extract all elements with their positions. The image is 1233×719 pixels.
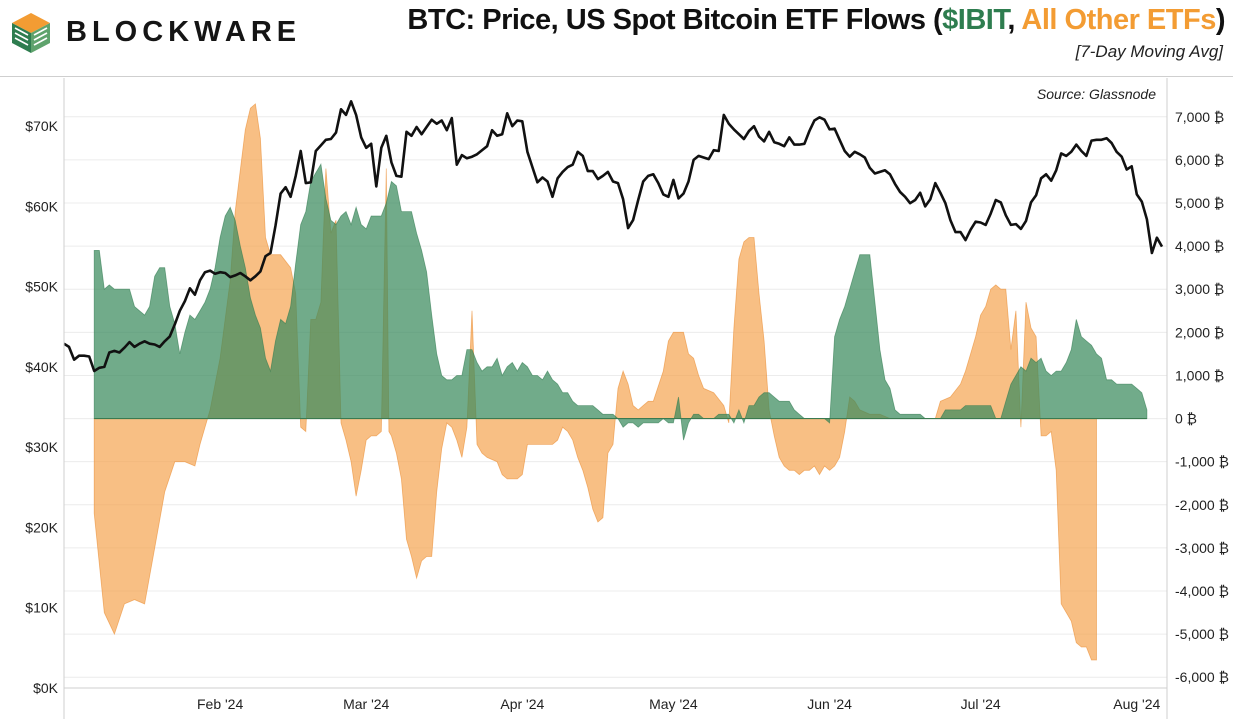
- left-axis-tick-label: $50K: [25, 279, 58, 295]
- right-axis-tick-label: -5,000 ₿: [1175, 626, 1229, 642]
- x-axis-tick-label: Aug '24: [1113, 696, 1160, 712]
- right-axis-tick-label: 6,000 ₿: [1175, 152, 1224, 168]
- x-axis-tick-label: Jun '24: [807, 696, 852, 712]
- left-axis-tick-label: $10K: [25, 600, 58, 616]
- right-axis-tick-label: -3,000 ₿: [1175, 540, 1229, 556]
- chart-title: BTC: Price, US Spot Bitcoin ETF Flows ($…: [407, 4, 1225, 37]
- x-axis-tick-label: Jul '24: [961, 696, 1001, 712]
- right-axis-tick-label: -6,000 ₿: [1175, 669, 1229, 685]
- right-axis-tick-label: -2,000 ₿: [1175, 497, 1229, 513]
- blockware-logo-icon: [12, 13, 50, 53]
- flow-areas: [93, 103, 1148, 661]
- header: BLOCKWARE BTC: Price, US Spot Bitcoin ET…: [0, 0, 1233, 77]
- left-axis-tick-label: $40K: [25, 359, 58, 375]
- title-ibit: $IBIT: [942, 4, 1008, 36]
- right-axis-tick-label: 2,000 ₿: [1175, 324, 1224, 340]
- x-axis-tick-label: Mar '24: [343, 696, 389, 712]
- title-other: All Other ETFs: [1021, 4, 1216, 36]
- right-axis-tick-label: 4,000 ₿: [1175, 238, 1224, 254]
- right-axis-tick-label: 7,000 ₿: [1175, 109, 1224, 125]
- btc-price-line: [63, 100, 1164, 373]
- axes: $0K $10K $20K $30K $40K $50K $60K $70K -6,000 ₿ -…: [25, 78, 1229, 719]
- left-axis-tick-label: $20K: [25, 519, 58, 535]
- x-axis-tick-label: May '24: [649, 696, 698, 712]
- source-note: Source: Glassnode: [1037, 86, 1156, 102]
- x-axis-tick-label: Apr '24: [500, 696, 544, 712]
- right-axis-tick-label: 1,000 ₿: [1175, 367, 1224, 383]
- title-prefix: BTC: Price, US Spot Bitcoin ETF Flows (: [407, 4, 943, 36]
- right-axis-tick-label: -1,000 ₿: [1175, 454, 1229, 470]
- right-axis-tick-label: 3,000 ₿: [1175, 281, 1224, 297]
- brand-name: BLOCKWARE: [66, 16, 302, 48]
- title-suffix: ): [1215, 4, 1226, 36]
- price-line-group: [63, 100, 1164, 420]
- x-axis-tick-label: Feb '24: [197, 696, 243, 712]
- title-sep: ,: [1007, 4, 1022, 36]
- chart-subtitle: [7-Day Moving Avg]: [1075, 42, 1223, 61]
- ibit-flow-area: [93, 163, 1148, 441]
- right-axis-tick-label: 0 ₿: [1175, 411, 1197, 427]
- right-axis-tick-label: 5,000 ₿: [1175, 195, 1224, 211]
- left-axis-tick-label: $30K: [25, 439, 58, 455]
- left-axis-tick-label: $70K: [25, 118, 58, 134]
- right-axis-tick-label: -4,000 ₿: [1175, 583, 1229, 599]
- left-axis-tick-label: $0K: [33, 680, 59, 696]
- left-axis-tick-label: $60K: [25, 198, 58, 214]
